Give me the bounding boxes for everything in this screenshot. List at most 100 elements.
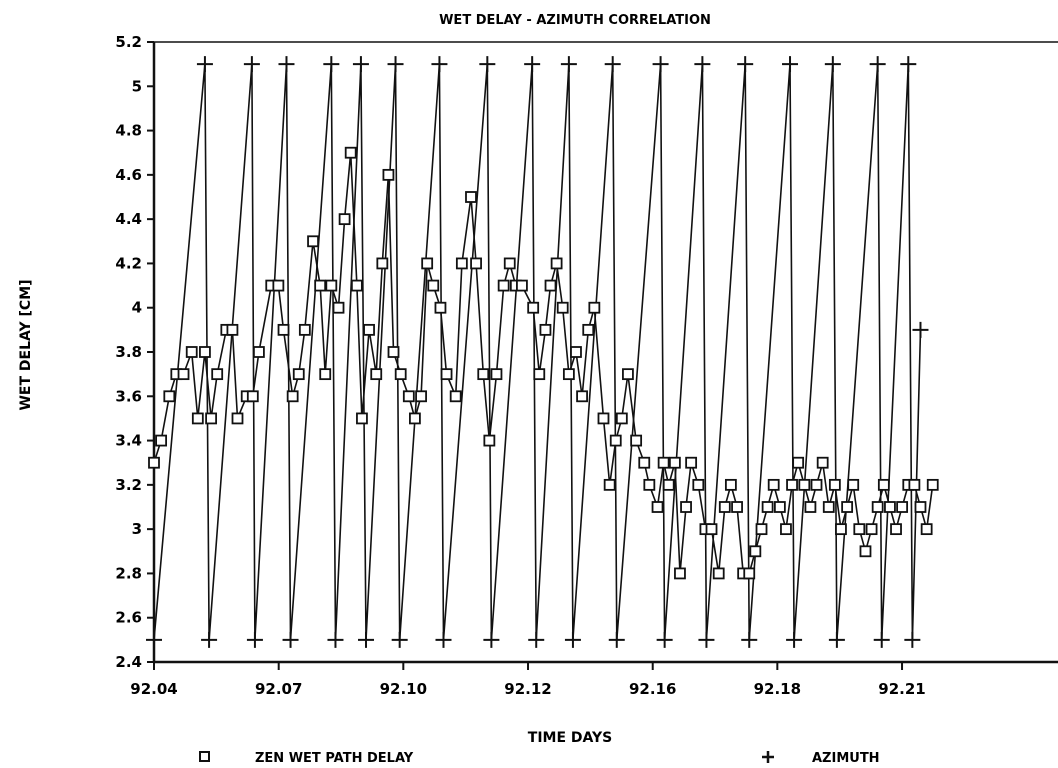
data-point-wet-delay [847, 478, 860, 491]
data-point-wet-delay [570, 346, 582, 358]
data-point-wet-delay [576, 390, 588, 403]
data-point-wet-delay [516, 279, 528, 292]
data-point-wet-delay [177, 368, 190, 381]
legend: ZEN WET PATH DELAY AZIMUTH [199, 751, 880, 766]
data-point-wet-delay [884, 501, 896, 513]
y-tick-label: 3.4 [115, 432, 142, 450]
data-point-wet-delay [356, 412, 368, 425]
x-tick-label: 92.16 [629, 680, 676, 698]
data-point-wet-delay [603, 478, 616, 491]
data-point-azimuth [912, 321, 929, 338]
data-point-azimuth [608, 631, 625, 648]
data-point-azimuth [786, 631, 803, 648]
data-point-azimuth [483, 631, 500, 648]
data-point-wet-delay [718, 501, 731, 513]
data-point-wet-delay [527, 301, 540, 314]
data-point-azimuth [737, 56, 754, 73]
data-point-wet-delay [148, 456, 160, 469]
data-point-azimuth [828, 631, 845, 648]
data-point-azimuth [873, 631, 890, 648]
data-point-wet-delay [651, 501, 664, 513]
data-point-wet-delay [409, 412, 421, 425]
data-point-azimuth [564, 631, 581, 648]
y-tick-label: 5.2 [115, 33, 142, 51]
data-point-wet-delay [483, 434, 496, 447]
data-point-wet-delay [314, 279, 327, 292]
data-point-wet-delay [914, 501, 927, 513]
data-point-wet-delay [503, 257, 516, 270]
data-point-azimuth [869, 56, 886, 73]
y-tick-label: 4.4 [115, 210, 142, 228]
data-point-wet-delay [490, 368, 503, 381]
data-point-wet-delay [370, 368, 383, 381]
data-point-wet-delay [798, 478, 811, 491]
series-line-azimuth [153, 64, 922, 640]
legend-item-azimuth: AZIMUTH [762, 751, 880, 766]
x-tick-label: 92.10 [380, 680, 427, 698]
data-point-wet-delay [344, 146, 357, 159]
data-point-wet-delay [544, 279, 557, 292]
data-point-wet-delay [298, 323, 311, 336]
data-point-wet-delay [657, 456, 670, 469]
data-point-azimuth [698, 631, 715, 648]
data-point-azimuth [604, 56, 621, 73]
data-point-azimuth [327, 631, 344, 648]
data-point-wet-delay [674, 567, 686, 580]
data-point-wet-delay [376, 257, 389, 270]
y-tick-label: 5 [132, 77, 142, 95]
data-point-azimuth [435, 631, 452, 648]
data-point-wet-delay [668, 456, 681, 469]
data-point-wet-delay [920, 523, 933, 536]
data-point-wet-delay [841, 501, 854, 513]
data-point-wet-delay [185, 346, 198, 358]
x-tick-label: 92.21 [878, 680, 925, 698]
data-point-wet-delay [859, 545, 872, 558]
data-point-azimuth [358, 631, 375, 648]
legend-plus-marker-icon [762, 751, 774, 763]
data-point-azimuth [528, 631, 545, 648]
data-point-wet-delay [539, 323, 552, 336]
x-tick-label: 92.12 [504, 680, 551, 698]
y-tick-label: 3.2 [115, 476, 142, 494]
data-point-wet-delay [211, 368, 224, 381]
data-point-wet-delay [191, 412, 204, 425]
data-point-wet-delay [394, 368, 407, 381]
data-point-azimuth [391, 631, 408, 648]
data-point-wet-delay [387, 346, 400, 358]
data-point-wet-delay [662, 478, 675, 491]
data-point-wet-delay [382, 168, 395, 181]
data-point-wet-delay [926, 478, 939, 491]
y-tick-label: 3.6 [115, 387, 142, 405]
legend-label-zen-wet-path-delay: ZEN WET PATH DELAY [255, 751, 414, 766]
data-point-wet-delay [363, 323, 375, 336]
data-point-azimuth [479, 56, 496, 73]
y-tick-label: 3 [132, 520, 142, 538]
y-axis-label: WET DELAY [CM] [18, 279, 34, 410]
data-point-wet-delay [615, 412, 628, 425]
data-point-wet-delay [226, 323, 239, 336]
data-point-wet-delay [822, 501, 835, 513]
data-point-wet-delay [773, 501, 786, 513]
data-point-wet-delay [455, 257, 468, 270]
data-point-wet-delay [761, 501, 774, 513]
data-point-wet-delay [470, 257, 482, 270]
y-axis-ticks: 2.4 2.6 2.8 3 3.2 3.4 3.6 3.8 4 4.2 4.4 4.6 4.8 5 5.2 [115, 33, 154, 671]
data-point-azimuth [431, 56, 448, 73]
y-tick-label: 4 [132, 299, 142, 317]
data-point-wet-delay [597, 412, 610, 425]
data-point-wet-delay [325, 279, 338, 292]
data-point-wet-delay [643, 478, 656, 491]
data-point-wet-delay [402, 390, 415, 403]
data-point-wet-delay [810, 478, 823, 491]
data-point-wet-delay [231, 412, 244, 425]
x-tick-label: 92.07 [255, 680, 302, 698]
data-point-wet-delay [877, 478, 890, 491]
data-point-azimuth [323, 56, 340, 73]
data-point-azimuth [524, 56, 541, 73]
x-tick-label: 92.18 [754, 680, 801, 698]
data-point-wet-delay [246, 390, 259, 403]
data-point-wet-delay [497, 279, 510, 292]
data-point-wet-delay [272, 279, 285, 292]
data-point-wet-delay [253, 346, 265, 358]
data-point-wet-delay [415, 390, 427, 403]
